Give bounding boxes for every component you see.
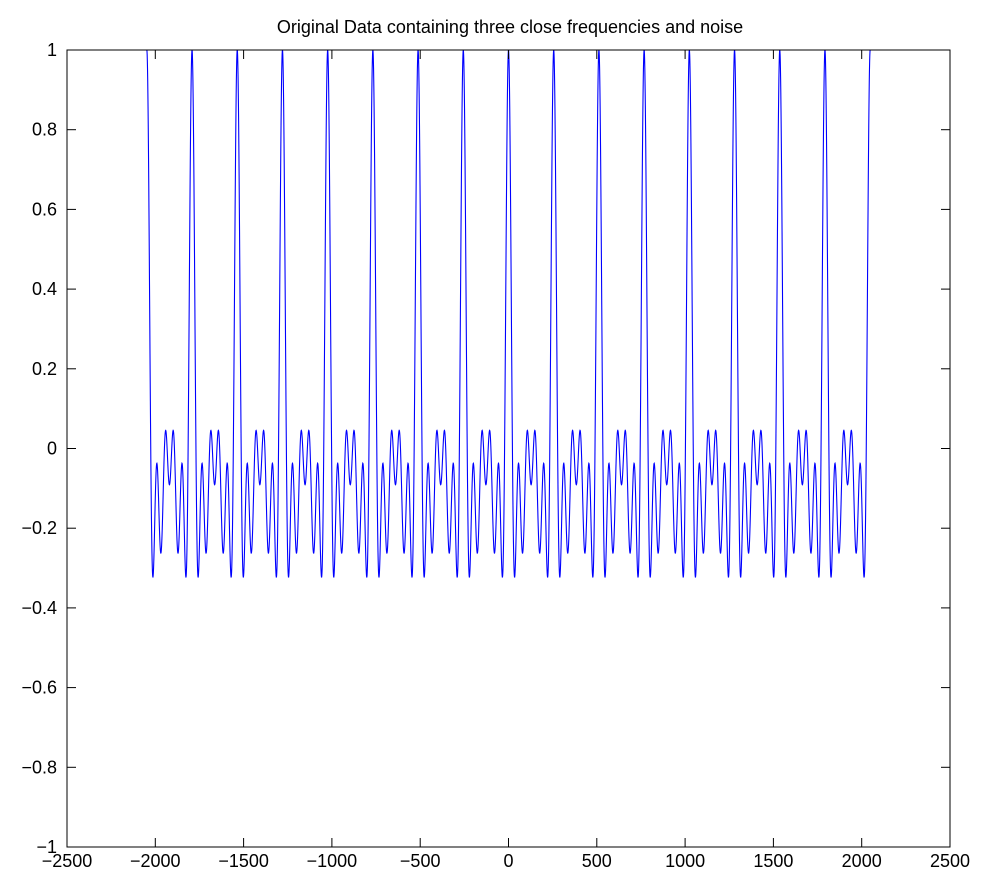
y-tick-label: 0.8 (32, 120, 57, 140)
y-tick-label: −0.4 (21, 598, 57, 618)
x-tick-label: 2500 (930, 851, 970, 871)
x-tick-label: 1000 (665, 851, 705, 871)
tick-layer: −2500 −2000 −1500 −1000 −500 0 500 1000 1500 2000… (21, 40, 970, 871)
x-tick-label: 500 (582, 851, 612, 871)
y-tick-label: −1 (36, 837, 57, 857)
chart-title: Original Data containing three close fre… (277, 17, 743, 37)
plot-background (67, 50, 950, 847)
y-tick-label: 0.2 (32, 359, 57, 379)
x-tick-label: −1000 (307, 851, 358, 871)
x-tick-label: 0 (503, 851, 513, 871)
y-tick-label: −0.8 (21, 757, 57, 777)
y-tick-label: 0.4 (32, 279, 57, 299)
y-tick-label: 0 (47, 439, 57, 459)
y-tick-label: 0.6 (32, 199, 57, 219)
x-tick-label: −2500 (42, 851, 93, 871)
y-tick-label: −0.2 (21, 518, 57, 538)
x-tick-label: −500 (400, 851, 441, 871)
x-tick-label: 2000 (842, 851, 882, 871)
x-tick-label: −2000 (130, 851, 181, 871)
y-tick-label: −0.6 (21, 678, 57, 698)
y-tick-label: 1 (47, 40, 57, 60)
x-tick-label: −1500 (218, 851, 269, 871)
x-tick-label: 1500 (753, 851, 793, 871)
